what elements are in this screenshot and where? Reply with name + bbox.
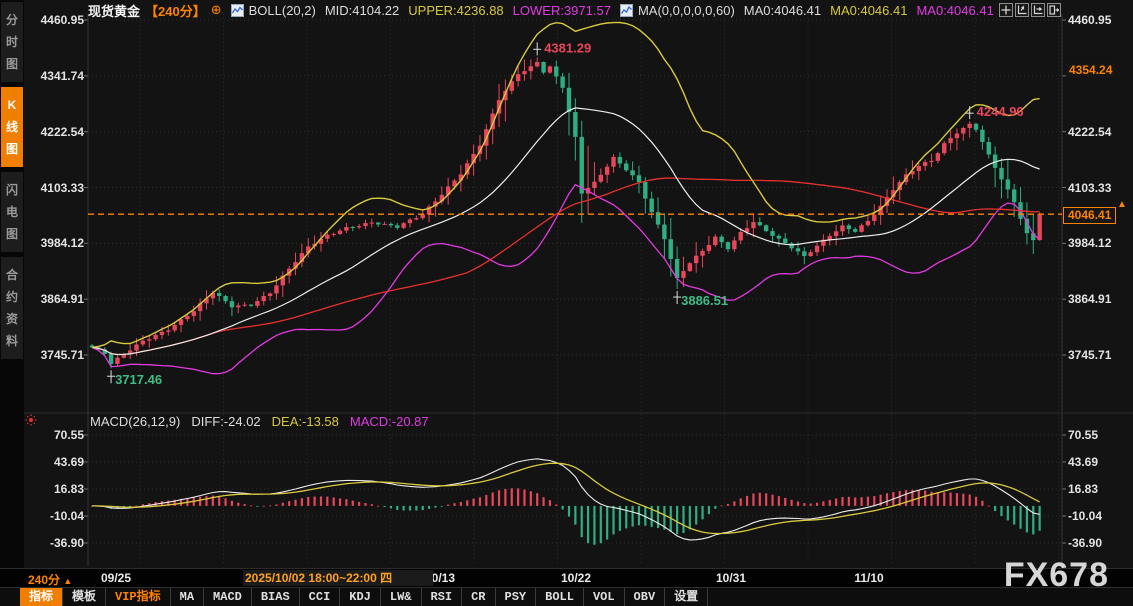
macd-diff-value: DIFF:-24.02 <box>191 414 261 429</box>
scale-right-icon[interactable] <box>1031 3 1045 17</box>
chart-toolbuttons <box>999 3 1061 17</box>
y-axis-label: 43.69 <box>1068 454 1099 469</box>
y-axis-label: 70.55 <box>1068 427 1099 442</box>
boll-lower-line <box>91 183 1041 375</box>
y-axis-label: -10.04 <box>1068 508 1103 523</box>
boll-upper-line <box>91 21 1040 349</box>
toolbar-tab-8[interactable]: LW& <box>381 588 422 606</box>
y-axis-label: -10.04 <box>49 508 84 523</box>
indicator-settings-icon[interactable] <box>25 413 37 431</box>
y-axis-label: 3984.12 <box>1068 236 1112 251</box>
period-text: 240分 <box>28 573 61 587</box>
y-axis-label: 4103.33 <box>40 180 84 195</box>
y-axis-label: 70.55 <box>53 427 84 442</box>
high-price-label: 4381.29 <box>544 40 591 55</box>
high-price-label: 4244.96 <box>977 104 1024 119</box>
macd-diff-line <box>91 458 1040 541</box>
flip-page-icon[interactable] <box>1047 3 1061 17</box>
toolbar-tab-6[interactable]: CCI <box>300 588 341 606</box>
x-axis-label-4: 11/10 <box>854 571 884 585</box>
x-axis-label-3: 10/31 <box>715 571 747 585</box>
period-selector[interactable]: 240分 ▲ <box>28 571 72 588</box>
y-axis-label: 43.69 <box>53 454 84 469</box>
ma-value-3: MA0:4046.41 <box>916 2 994 18</box>
secondary-price-tag: 4354.24 <box>1066 63 1116 77</box>
macd-macd-value: MACD:-20.87 <box>349 414 429 429</box>
sidebar-item-3[interactable]: 合约资料 <box>1 257 23 359</box>
y-axis-label: 3864.91 <box>40 292 84 307</box>
y-axis-label: 4222.54 <box>40 124 84 139</box>
y-axis-label: 3745.71 <box>1068 348 1112 362</box>
period-dropdown-icon: ▲ <box>63 576 73 586</box>
symbol-name: 现货黄金 <box>88 3 141 19</box>
bar-date-tooltip: 2025/10/02 18:00~22:00 四 <box>243 570 433 586</box>
x-axis-label-2: 10/22 <box>560 571 592 585</box>
candlestick-series <box>89 57 1042 369</box>
boll-lower-value: LOWER:3971.57 <box>512 2 611 18</box>
ma-label: MA(0,0,0,0,0,60) <box>637 2 735 18</box>
boll-mid-line <box>91 107 1040 356</box>
y-axis-label: 4460.95 <box>1068 13 1112 27</box>
ma60-line <box>91 177 1040 356</box>
y-axis-label: 4341.74 <box>40 68 84 83</box>
toolbar-tab-0[interactable]: 指标 <box>20 588 64 606</box>
toolbar-tab-1[interactable]: 模板 <box>63 588 107 606</box>
chart-header: 现货黄金 【240分】 ⊕ BOLL(20,2) MID:4104.22 UPP… <box>88 2 994 19</box>
boll-upper-value: UPPER:4236.88 <box>408 2 504 18</box>
ma-value-2: MA0:4046.41 <box>830 2 908 18</box>
y-axis-label: -36.90 <box>1068 535 1103 550</box>
boll-chart-icon <box>230 3 244 17</box>
scale-up-icon[interactable] <box>1015 3 1029 17</box>
toolbar-tab-14[interactable]: OBV <box>625 588 666 606</box>
toolbar-tab-2[interactable]: VIP指标 <box>106 588 171 606</box>
time-axis: 240分 ▲ 09/25 10/13 10/22 10/31 11/10 2025/10… <box>0 568 1133 588</box>
toolbar-tab-7[interactable]: KDJ <box>340 588 381 606</box>
price-chart-canvas[interactable]: 4381.29 4244.96 3886.51 3717.46 <box>0 0 1133 568</box>
macd-dea-line <box>92 462 1040 535</box>
price-alert-icon: ▲ <box>1117 199 1127 210</box>
ma-chart-icon <box>619 3 633 17</box>
grid <box>24 14 1133 566</box>
low-price-label: 3886.51 <box>681 293 728 308</box>
y-axis-label: -36.90 <box>49 535 84 550</box>
period-label: 【240分】 <box>145 3 206 19</box>
sidebar-item-0[interactable]: 分时图 <box>1 2 23 82</box>
add-indicator-icon[interactable]: ⊕ <box>210 2 222 17</box>
x-axis-label-0: 09/25 <box>100 571 132 585</box>
sidebar-item-2[interactable]: 闪电图 <box>1 172 23 252</box>
toolbar-tab-12[interactable]: BOLL <box>536 588 584 606</box>
ma-value-1: MA0:4046.41 <box>743 2 822 18</box>
current-price-tag: 4046.41 <box>1063 207 1117 224</box>
y-axis-label: 4460.95 <box>40 13 84 27</box>
toolbar-tab-15[interactable]: 设置 <box>665 588 709 606</box>
boll-mid-value: MID:4104.22 <box>324 2 400 18</box>
y-axis-label: 16.83 <box>1068 481 1099 496</box>
macd-dea-value: DEA:-13.58 <box>271 414 339 429</box>
indicator-toolbar: 指标 模板 VIP指标 MA MACD BIAS CCI KDJ LW& RSI CR PSY BOLL… <box>0 587 1133 606</box>
y-axis-label: 3864.91 <box>1068 292 1112 307</box>
y-axis-label: 3984.12 <box>40 236 84 251</box>
toolbar-tab-5[interactable]: BIAS <box>252 588 300 606</box>
y-axis-label: 4103.33 <box>1068 180 1112 195</box>
toolbar-tab-11[interactable]: PSY <box>496 588 537 606</box>
low-price-label: 3717.46 <box>115 372 162 387</box>
macd-params: MACD(26,12,9) <box>90 414 181 429</box>
macd-header: MACD(26,12,9) DIFF:-24.02 DEA:-13.58 MAC… <box>90 414 429 429</box>
toolbar-tab-13[interactable]: VOL <box>584 588 625 606</box>
crosshair-tool-icon[interactable] <box>999 3 1013 17</box>
boll-label: BOLL(20,2) <box>248 2 316 18</box>
toolbar-tab-3[interactable]: MA <box>171 588 205 606</box>
y-axis-label: 16.83 <box>53 481 84 496</box>
y-axis-label: 4222.54 <box>1068 124 1112 139</box>
toolbar-tab-4[interactable]: MACD <box>204 588 252 606</box>
y-axis-label: 3745.71 <box>40 348 84 362</box>
key-point-labels: 4381.29 4244.96 3886.51 3717.46 <box>107 40 1024 387</box>
toolbar-tab-9[interactable]: RSI <box>422 588 463 606</box>
toolbar-tab-10[interactable]: CR <box>462 588 496 606</box>
